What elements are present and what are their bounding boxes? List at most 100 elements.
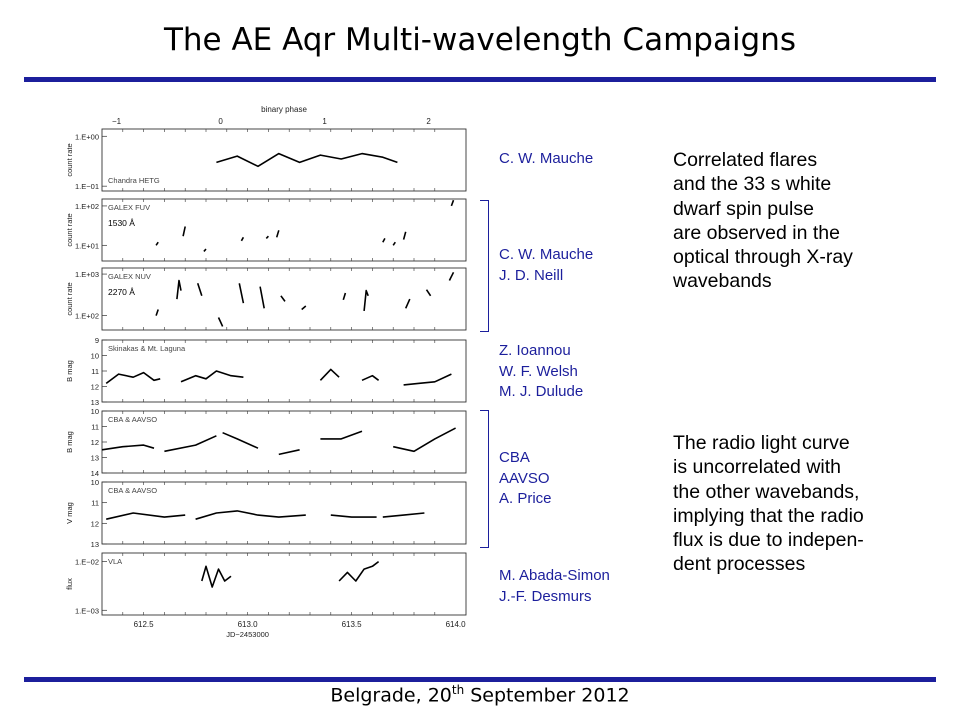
panel-frame — [101, 267, 467, 331]
credit-line: CBA — [499, 449, 530, 466]
note-line: is uncorrelated with — [673, 456, 841, 479]
panel-wavelength: 1530 Å — [108, 218, 135, 228]
panel-name: CBA & AAVSO — [108, 415, 157, 424]
light-curve-segment — [448, 271, 455, 281]
y-tick-label: 12 — [91, 383, 99, 392]
y-tick-label: 12 — [91, 519, 99, 528]
y-tick-label: 11 — [91, 499, 99, 508]
note-line: flux is due to indepen- — [673, 529, 864, 552]
y-tick-label: 9 — [95, 336, 99, 345]
light-curve-segment — [320, 430, 363, 440]
credit-line: M. Abada-Simon — [499, 567, 610, 584]
y-axis-label: count rate — [65, 282, 74, 315]
x-tick-label: 613.0 — [238, 620, 259, 629]
light-curve-segment — [425, 289, 432, 297]
light-curve-segment — [180, 370, 244, 383]
credit-line: C. W. Mauche — [499, 246, 594, 263]
panel-wavelength: 2270 Å — [108, 287, 135, 297]
light-curve-segment — [164, 435, 217, 453]
credit-line: Z. Ioannou — [499, 342, 571, 359]
light-curve-segment — [155, 241, 159, 246]
optical-bracket — [480, 410, 489, 548]
credit-line: A. Price — [499, 490, 552, 507]
note-line: wavebands — [673, 270, 772, 293]
light-curve-segment — [301, 305, 307, 311]
x-tick-label: 613.5 — [342, 620, 363, 629]
slide-footer: Belgrade, 20th September 2012 — [0, 683, 960, 706]
y-axis-label: V mag — [65, 502, 74, 524]
galex-bracket — [480, 200, 489, 332]
panel-name: CBA & AAVSO — [108, 486, 157, 495]
x-tick-label: 614.0 — [446, 620, 467, 629]
y-tick-label: 1.E+01 — [75, 241, 99, 250]
y-tick-label: 14 — [91, 469, 99, 478]
top-axis-tick-label: 1 — [322, 117, 327, 126]
note-correlated-flares: Correlated flares and the 33 s white dwarf… — [673, 148, 853, 294]
note-line: dwarf spin pulse — [673, 197, 814, 220]
light-curve-segment — [382, 238, 386, 243]
panel-name: VLA — [108, 557, 122, 566]
panel-frame — [101, 552, 467, 616]
top-axis-label: binary phase — [261, 105, 307, 114]
credit-cba-aavso: CBA AAVSO A. Price — [499, 448, 552, 510]
light-curve-segment — [105, 371, 161, 385]
light-curve-segment — [342, 292, 347, 301]
y-tick-label: 13 — [91, 454, 99, 463]
note-line: implying that the radio — [673, 504, 864, 527]
panel-frame — [101, 481, 467, 545]
y-tick-label: 11 — [91, 367, 99, 376]
credit-line: W. F. Welsh — [499, 362, 578, 380]
panel-name: Skinakas & Mt. Laguna — [108, 344, 186, 353]
y-tick-label: 1.E+00 — [75, 132, 99, 141]
light-curve-segment — [101, 444, 155, 451]
light-curve-segment — [240, 236, 245, 242]
credit-line: AAVSO — [499, 469, 550, 487]
light-curve-segment — [176, 279, 182, 300]
light-curve-segment — [402, 231, 407, 240]
note-line: the other wavebands, — [673, 480, 860, 503]
credit-line: J.-F. Desmurs — [499, 587, 592, 605]
panel-frame — [101, 198, 467, 262]
light-curve-segment — [392, 241, 396, 246]
light-curve-segment — [106, 512, 186, 520]
light-curve-segment — [319, 368, 340, 381]
y-tick-label: 11 — [91, 423, 99, 432]
y-tick-label: 1.E+03 — [75, 270, 99, 279]
top-axis-tick-label: −1 — [112, 117, 122, 126]
top-axis-tick-label: 0 — [218, 117, 223, 126]
footer-date-suffix: th — [451, 683, 465, 697]
credit-vla: M. Abada-Simon J.-F. Desmurs — [499, 566, 610, 607]
footer-date: Belgrade, 20 — [330, 684, 452, 707]
light-curve-segment — [278, 449, 300, 456]
credit-skinakas: Z. Ioannou W. F. Welsh M. J. Dulude — [499, 341, 583, 403]
credit-line: C. W. Mauche — [499, 150, 594, 167]
note-line: are observed in the — [673, 221, 840, 244]
y-tick-label: 1.E−01 — [75, 182, 99, 191]
light-curve-segment — [203, 248, 207, 252]
light-curve-segment — [222, 431, 259, 449]
light-curve-segment — [217, 317, 224, 327]
y-tick-label: 1.E−02 — [75, 558, 99, 567]
y-axis-label: B mag — [65, 431, 74, 453]
light-curve-segment — [363, 289, 369, 311]
light-curve-segment — [330, 514, 377, 518]
y-tick-label: 1.E−03 — [75, 606, 99, 615]
y-axis-label: flux — [65, 578, 74, 590]
note-radio-uncorrelated: The radio light curve is uncorrelated wit… — [673, 431, 864, 577]
light-curve-segment — [201, 565, 232, 588]
y-tick-label: 1.E+02 — [75, 202, 99, 211]
y-tick-label: 13 — [91, 398, 99, 407]
light-curve-segment — [196, 283, 203, 297]
credit-galex: C. W. Mauche J. D. Neill — [499, 245, 593, 286]
y-tick-label: 12 — [91, 438, 99, 447]
light-curve-segment — [393, 427, 456, 453]
note-line: Correlated flares — [673, 149, 818, 171]
y-axis-label: count rate — [65, 143, 74, 176]
note-line: The radio light curve — [673, 432, 850, 454]
light-curve-segment — [338, 560, 380, 582]
light-curve-segment — [361, 374, 380, 382]
y-tick-label: 10 — [91, 407, 99, 416]
light-curve-segment — [265, 235, 269, 239]
y-tick-label: 1.E+02 — [75, 312, 99, 321]
